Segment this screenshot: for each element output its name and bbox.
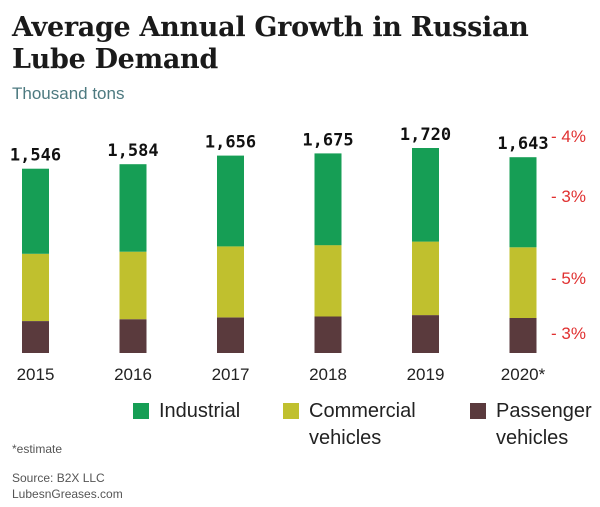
bar-segment-industrial (119, 164, 147, 252)
bar-total-label: 1,643 (497, 134, 548, 154)
bar-total-label: 1,720 (400, 125, 451, 145)
bar-total-label: 1,675 (302, 130, 353, 150)
bar-segment-passenger-vehicles (217, 317, 244, 353)
x-tick-label: 2016 (114, 365, 152, 384)
legend-label-commercial-line1: Commercial (309, 400, 416, 422)
legend-item-industrial: Industrial (133, 398, 279, 425)
bar-segment-passenger-vehicles (509, 318, 537, 353)
legend-label-industrial: Industrial (159, 400, 241, 422)
bar-segment-commercial-vehicles (412, 241, 439, 316)
bar-segment-industrial (509, 157, 537, 248)
chart-subtitle: Thousand tons (12, 84, 125, 103)
legend-item-commercial-vehicles: Commercial vehicles (283, 398, 429, 452)
bar-segment-commercial-vehicles (314, 245, 342, 317)
source-text: Source: B2X LLC (12, 471, 105, 485)
x-tick-label: 2019 (407, 365, 445, 384)
bar-segment-passenger-vehicles (22, 321, 49, 353)
growth-rate-label: - 3% (551, 187, 586, 206)
legend-label-passenger-line2: vehicles (496, 427, 569, 449)
bar-total-label: 1,546 (10, 146, 61, 166)
bar-segment-commercial-vehicles (217, 246, 244, 318)
bar-segment-passenger-vehicles (314, 316, 342, 353)
bar-segment-passenger-vehicles (119, 319, 147, 353)
bar-segment-commercial-vehicles (22, 253, 49, 321)
footnote: *estimate (12, 442, 63, 456)
bar-segment-industrial (314, 153, 342, 246)
stacked-bar-chart: 1,546 2015 1,584 2016 1,656 2017 1,675 2018 1,72… (10, 125, 586, 384)
bar-segment-industrial (412, 148, 439, 242)
x-tick-label: 2015 (17, 365, 55, 384)
legend-label-passenger-line1: Passenger (496, 400, 592, 422)
bar-segment-commercial-vehicles (119, 251, 147, 320)
chart-title: Average Annual Growth in Russian Lube De… (12, 12, 529, 75)
bar-segment-passenger-vehicles (412, 315, 439, 353)
legend-swatch-commercial-vehicles (283, 403, 299, 419)
bar-segment-industrial (217, 155, 244, 247)
site-name: LubesnGreases.com (12, 487, 123, 501)
bar-total-label: 1,584 (107, 141, 158, 161)
legend-swatch-passenger-vehicles (470, 403, 486, 419)
legend-item-passenger-vehicles: Passenger vehicles (470, 398, 600, 452)
bar-total-label: 1,656 (205, 133, 256, 153)
growth-rate-label: - 5% (551, 269, 586, 288)
x-tick-label: 2018 (309, 365, 347, 384)
legend-label-commercial-line2: vehicles (309, 427, 382, 449)
growth-rate-label: - 3% (551, 324, 586, 343)
legend-swatch-industrial (133, 403, 149, 419)
x-tick-label: 2020* (501, 365, 546, 384)
growth-rate-label: - 4% (551, 127, 586, 146)
x-tick-label: 2017 (212, 365, 250, 384)
bar-segment-industrial (22, 168, 49, 254)
bar-segment-commercial-vehicles (509, 247, 537, 318)
